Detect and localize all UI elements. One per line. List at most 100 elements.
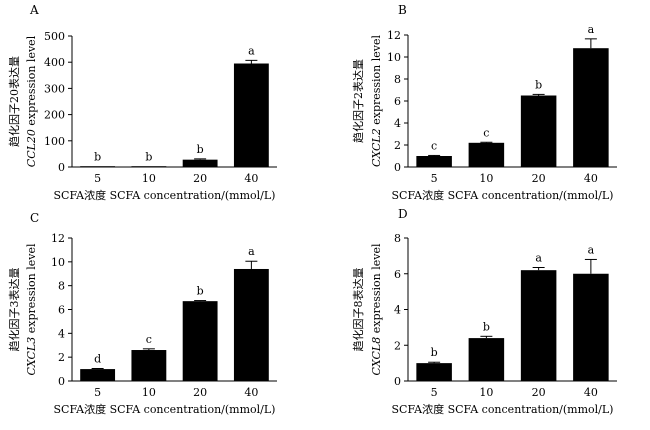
y-tick-label: 300 xyxy=(44,82,65,95)
y-axis-label-gene: CXCL3 expression level xyxy=(25,243,38,376)
y-axis-label: 趋化因子2表达量 xyxy=(351,59,365,143)
bar-40 xyxy=(233,268,269,381)
chart-panel-c: C 0 2 4 6 8 10 12 d 5 c 10 b 20 a 40 SCFA浓度 SCFA concent… xyxy=(7,211,277,416)
y-tick-label: 6 xyxy=(394,268,401,281)
y-tick-label: 6 xyxy=(58,304,65,317)
y-tick-label: 4 xyxy=(394,117,401,130)
x-axis-label: SCFA浓度 SCFA concentration/(mmol/L) xyxy=(54,188,276,202)
y-tick-label: 100 xyxy=(44,135,65,148)
y-tick-label: 10 xyxy=(387,51,401,64)
y-axis-label-gene: CCL20 expression level xyxy=(25,35,38,167)
significance-label: a xyxy=(248,245,255,258)
bar-20 xyxy=(520,270,557,381)
bar-40 xyxy=(573,273,609,381)
y-tick-label: 0 xyxy=(394,161,401,174)
y-tick-label: 200 xyxy=(44,109,65,122)
significance-label: b xyxy=(94,151,101,164)
significance-label: c xyxy=(483,126,489,139)
expression-level-text: expression level xyxy=(370,243,383,337)
y-tick-label: 2 xyxy=(58,351,65,364)
x-axis-label: SCFA浓度 SCFA concentration/(mmol/L) xyxy=(392,402,614,416)
bar-20 xyxy=(182,159,218,167)
y-tick-label: 8 xyxy=(58,280,65,293)
y-axis-label: 趋化因子20表达量 xyxy=(7,56,21,147)
x-tick-label: 20 xyxy=(532,172,546,185)
y-tick-label: 10 xyxy=(51,256,65,269)
x-tick-label: 10 xyxy=(479,172,493,185)
panel-letter: D xyxy=(398,207,408,221)
x-tick-label: 20 xyxy=(532,386,546,399)
y-tick-label: 0 xyxy=(58,161,65,174)
y-axis-label: 趋化因子3表达量 xyxy=(7,268,21,352)
expression-level-text: expression level xyxy=(370,34,383,128)
x-tick-label: 20 xyxy=(193,386,207,399)
x-tick-label: 10 xyxy=(142,172,156,185)
significance-label: a xyxy=(588,243,595,256)
x-tick-label: 10 xyxy=(142,386,156,399)
panel-letter: B xyxy=(398,3,407,17)
bar-10 xyxy=(131,350,167,381)
bar-10 xyxy=(468,338,505,381)
bar-40 xyxy=(573,48,609,168)
y-tick-label: 400 xyxy=(44,56,65,69)
bar-5 xyxy=(80,166,116,167)
x-tick-label: 5 xyxy=(431,172,438,185)
significance-label: b xyxy=(197,285,204,298)
bar-10 xyxy=(131,166,167,167)
y-tick-label: 12 xyxy=(387,29,401,42)
x-tick-label: 40 xyxy=(584,172,598,185)
x-tick-label: 40 xyxy=(244,172,258,185)
expression-level-text: expression level xyxy=(25,243,38,337)
bar-20 xyxy=(182,301,218,381)
y-axis-label: 趋化因子8表达量 xyxy=(351,268,365,352)
significance-label: b xyxy=(535,78,542,91)
chart-panel-a: A 0 100 200 300 400 500 b 5 b 10 b 20 a 40 SCFA浓度 SCFA … xyxy=(7,3,277,202)
y-tick-label: 4 xyxy=(394,304,401,317)
significance-label: b xyxy=(197,143,204,156)
significance-label: c xyxy=(146,333,152,346)
x-tick-label: 10 xyxy=(479,386,493,399)
y-tick-label: 0 xyxy=(58,375,65,388)
y-tick-label: 4 xyxy=(58,327,65,340)
y-tick-label: 6 xyxy=(394,95,401,108)
y-tick-label: 12 xyxy=(51,232,65,245)
significance-label: a xyxy=(535,251,542,264)
significance-label: a xyxy=(588,23,595,36)
gene-name: CXCL3 xyxy=(25,337,38,376)
y-tick-label: 0 xyxy=(394,375,401,388)
expression-level-text: expression level xyxy=(25,35,38,129)
y-axis-label-gene: CXCL8 expression level xyxy=(370,243,383,376)
gene-name: CXCL2 xyxy=(370,128,383,167)
significance-label: b xyxy=(431,346,438,359)
gene-name: CXCL8 xyxy=(370,337,383,376)
bar-5 xyxy=(80,369,116,381)
panel-letter: A xyxy=(29,3,39,17)
x-tick-label: 40 xyxy=(244,386,258,399)
x-tick-label: 5 xyxy=(94,386,101,399)
y-tick-label: 2 xyxy=(394,339,401,352)
panel-letter: C xyxy=(30,211,39,225)
bar-5 xyxy=(416,156,452,167)
x-tick-label: 20 xyxy=(193,172,207,185)
bar-20 xyxy=(520,95,557,167)
y-axis-label-gene: CXCL2 expression level xyxy=(370,34,383,167)
significance-label: d xyxy=(94,352,101,365)
x-axis-label: SCFA浓度 SCFA concentration/(mmol/L) xyxy=(54,402,276,416)
chart-panel-d: D 0 2 4 6 8 b 5 b 10 a 20 a 40 SCFA浓度 SCFA concentrati… xyxy=(351,207,617,416)
bar-40 xyxy=(233,63,269,168)
x-tick-label: 5 xyxy=(431,386,438,399)
bar-5 xyxy=(416,363,452,381)
x-tick-label: 5 xyxy=(94,172,101,185)
chart-panel-b: B 0 2 4 6 8 10 12 c 5 c 10 b 20 a 40 SCFA浓度 SCFA concent… xyxy=(351,3,617,202)
gene-name: CCL20 xyxy=(25,129,38,167)
bar-10 xyxy=(468,142,505,167)
x-axis-label: SCFA浓度 SCFA concentration/(mmol/L) xyxy=(392,188,614,202)
significance-label: c xyxy=(431,139,437,152)
y-tick-label: 8 xyxy=(394,73,401,86)
y-tick-label: 500 xyxy=(44,30,65,43)
y-tick-label: 8 xyxy=(394,232,401,245)
significance-label: b xyxy=(145,150,152,163)
significance-label: a xyxy=(248,44,255,57)
y-tick-label: 2 xyxy=(394,139,401,152)
